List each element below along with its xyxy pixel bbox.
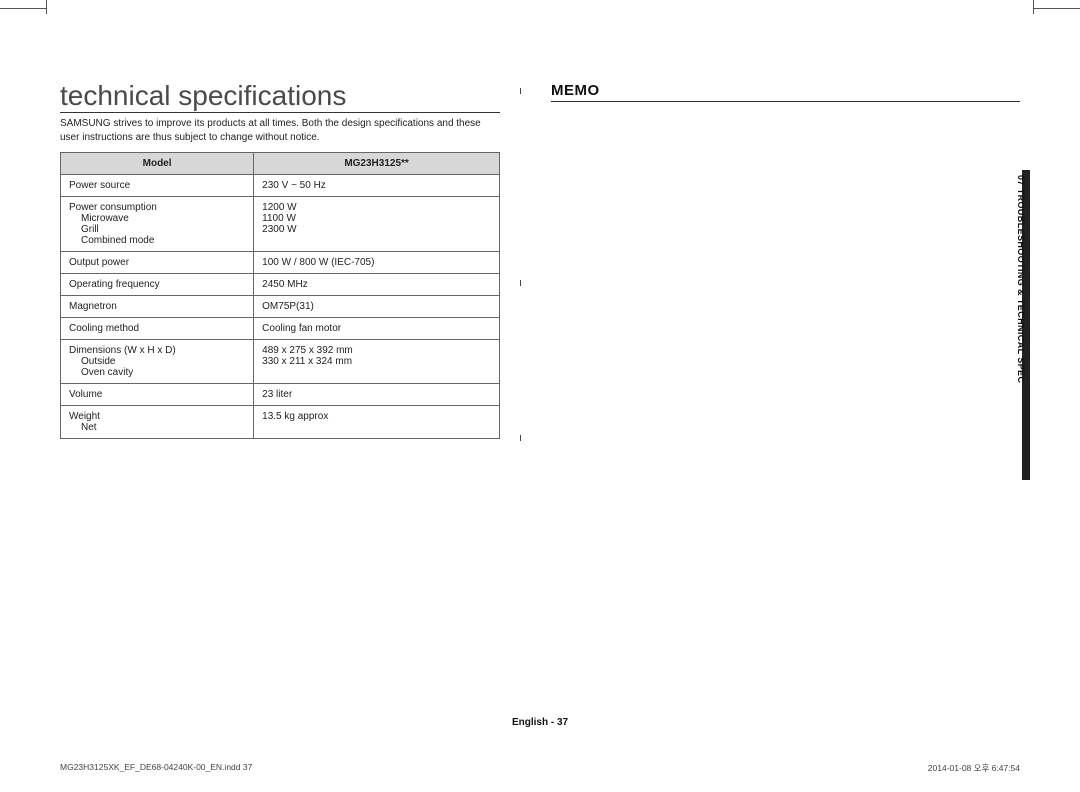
row-label-sub: Outside <box>69 356 245 367</box>
table-header-value: MG23H3125** <box>254 153 500 175</box>
content-area: technical specifications SAMSUNG strives… <box>60 40 1020 742</box>
table-row: Dimensions (W x H x D)OutsideOven cavity… <box>61 340 500 384</box>
table-row: WeightNet 13.5 kg approx <box>61 406 500 439</box>
row-value-line: 23 liter <box>262 389 491 400</box>
table-row: Operating frequency 2450 MHz <box>61 274 500 296</box>
row-value-line: 230 V ~ 50 Hz <box>262 180 491 191</box>
table-row: Output power 100 W / 800 W (IEC-705) <box>61 252 500 274</box>
row-label: Power source <box>61 175 254 197</box>
left-column: technical specifications SAMSUNG strives… <box>60 40 520 742</box>
row-label-main: Operating frequency <box>69 279 245 290</box>
row-value-line: 330 x 211 x 324 mm <box>262 356 491 367</box>
intro-text: SAMSUNG strives to improve its products … <box>60 117 500 144</box>
table-row: Power consumptionMicrowaveGrillCombined … <box>61 197 500 252</box>
imprint-right: 2014-01-08 오후 6:47:54 <box>928 762 1020 774</box>
table-header-label: Model <box>61 153 254 175</box>
row-label: Magnetron <box>61 296 254 318</box>
row-label-main: Cooling method <box>69 323 245 334</box>
imprint-left: MG23H3125XK_EF_DE68-04240K-00_EN.indd 37 <box>60 762 252 774</box>
row-value-line: OM75P(31) <box>262 301 491 312</box>
row-label-main: Volume <box>69 389 245 400</box>
row-label-sub: Net <box>69 422 245 433</box>
row-value-line: 13.5 kg approx <box>262 411 491 422</box>
row-label: Power consumptionMicrowaveGrillCombined … <box>61 197 254 252</box>
row-label: Volume <box>61 384 254 406</box>
crop-mark <box>1034 8 1080 9</box>
row-value: 489 x 275 x 392 mm330 x 211 x 324 mm <box>254 340 500 384</box>
table-row: Volume 23 liter <box>61 384 500 406</box>
row-value: Cooling fan motor <box>254 318 500 340</box>
row-value-line: 100 W / 800 W (IEC-705) <box>262 257 491 268</box>
row-label-sub: Microwave <box>69 213 245 224</box>
row-value: 1200 W1100 W2300 W <box>254 197 500 252</box>
memo-title: MEMO <box>551 82 1020 102</box>
crop-mark <box>46 0 47 14</box>
spec-table: Model MG23H3125** Power source 230 V ~ 50… <box>60 152 500 439</box>
row-value-line: 2300 W <box>262 224 491 235</box>
row-value: 230 V ~ 50 Hz <box>254 175 500 197</box>
row-label-main: Power consumption <box>69 202 245 213</box>
row-value-line: 489 x 275 x 392 mm <box>262 345 491 356</box>
side-tab-label: 07 TROUBLESHOOTING & TECHNICAL SPEC <box>1016 175 1026 485</box>
right-column: MEMO 07 TROUBLESHOOTING & TECHNICAL SPEC <box>521 40 1020 742</box>
row-label-main: Weight <box>69 411 245 422</box>
section-title: technical specifications <box>60 80 500 113</box>
row-value-line: 1100 W <box>262 213 491 224</box>
row-value: 100 W / 800 W (IEC-705) <box>254 252 500 274</box>
page-footer: English - 37 <box>0 717 1080 728</box>
crop-mark <box>0 8 46 9</box>
table-row: Magnetron OM75P(31) <box>61 296 500 318</box>
crop-mark <box>1033 0 1034 14</box>
row-label: Dimensions (W x H x D)OutsideOven cavity <box>61 340 254 384</box>
row-label-main: Dimensions (W x H x D) <box>69 345 245 356</box>
table-row: Power source 230 V ~ 50 Hz <box>61 175 500 197</box>
page: technical specifications SAMSUNG strives… <box>0 0 1080 792</box>
row-value: 13.5 kg approx <box>254 406 500 439</box>
row-value: OM75P(31) <box>254 296 500 318</box>
side-tab: 07 TROUBLESHOOTING & TECHNICAL SPEC <box>1014 170 1030 480</box>
row-label-main: Power source <box>69 180 245 191</box>
row-label: Output power <box>61 252 254 274</box>
row-label: WeightNet <box>61 406 254 439</box>
row-label: Operating frequency <box>61 274 254 296</box>
row-label-sub: Oven cavity <box>69 367 245 378</box>
row-label-sub: Combined mode <box>69 235 245 246</box>
row-label-main: Output power <box>69 257 245 268</box>
row-label-main: Magnetron <box>69 301 245 312</box>
row-value-line: 2450 MHz <box>262 279 491 290</box>
table-row: Cooling method Cooling fan motor <box>61 318 500 340</box>
imprint-row: MG23H3125XK_EF_DE68-04240K-00_EN.indd 37… <box>60 762 1020 774</box>
row-label-sub: Grill <box>69 224 245 235</box>
row-value: 2450 MHz <box>254 274 500 296</box>
row-value: 23 liter <box>254 384 500 406</box>
row-label: Cooling method <box>61 318 254 340</box>
row-value-line: 1200 W <box>262 202 491 213</box>
row-value-line: Cooling fan motor <box>262 323 491 334</box>
